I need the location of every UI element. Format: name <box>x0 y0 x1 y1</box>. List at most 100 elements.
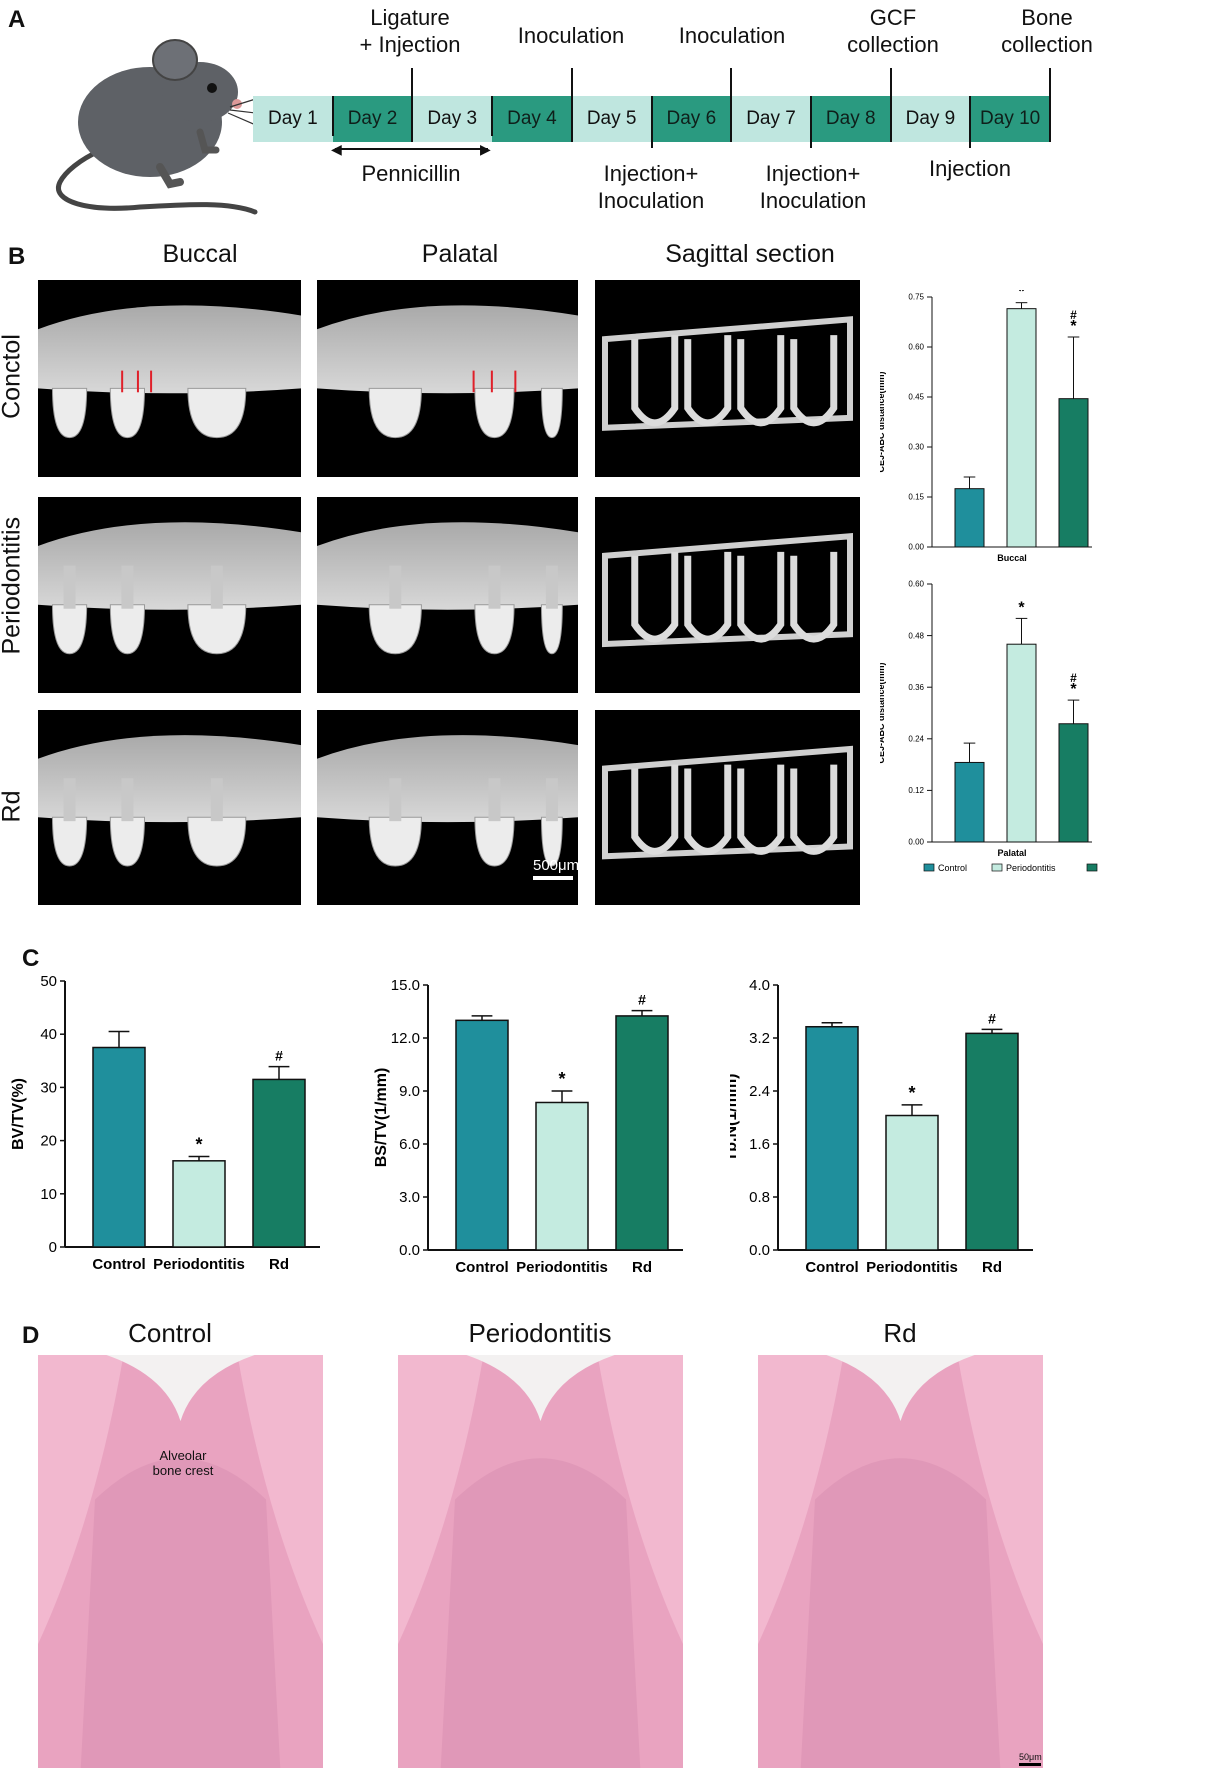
panel-label-b: B <box>8 243 26 270</box>
y-tick-label: 2.4 <box>749 1083 770 1100</box>
timeline-day-6: Day 6 <box>651 96 732 142</box>
significance-mark: * <box>1018 290 1025 301</box>
panel-label-a: A <box>8 6 26 33</box>
histology-image-rd <box>758 1355 1043 1768</box>
x-tick-label: Control <box>92 1256 145 1273</box>
x-tick-label: Control <box>805 1259 858 1276</box>
significance-mark: # <box>1070 671 1077 685</box>
panel-label-c: C <box>22 945 40 972</box>
bar-periodontitis <box>1006 308 1037 548</box>
legend-swatch <box>1086 863 1098 872</box>
x-tick-label: Rd <box>632 1259 652 1276</box>
histology-image-control <box>38 1355 323 1768</box>
penicillin-label: Pennicillin <box>361 161 461 186</box>
y-tick-label: 3.2 <box>749 1030 770 1047</box>
y-tick-label: 10 <box>40 1186 57 1203</box>
y-tick-label: 0.0 <box>399 1242 420 1259</box>
timeline-tick-below <box>650 96 653 148</box>
bar-rd <box>252 1078 306 1248</box>
significance-mark: * <box>1070 681 1077 698</box>
y-tick-label: 0 <box>49 1239 57 1256</box>
bar-rd <box>1058 723 1089 843</box>
y-axis-label: CEJ-ABC distance(mm) <box>880 662 886 763</box>
y-tick-label: 0.24 <box>908 734 924 743</box>
bar-control <box>92 1046 146 1248</box>
bar-control <box>954 761 985 843</box>
chart-bstv: 0.0 3.0 6.0 9.0 12.0 15.0 BS/TV(1/mm) Control * P… <box>373 977 683 1276</box>
y-axis-label: BV/TV(%) <box>10 1078 27 1150</box>
legend-entry: Periodontitis <box>1006 863 1056 873</box>
significance-mark: * <box>1018 599 1025 616</box>
histology-header-periodontitis: Periodontitis <box>468 1318 612 1348</box>
y-tick-label: 1.6 <box>749 1136 770 1153</box>
timeline-day-3: Day 3 <box>412 96 493 142</box>
y-tick-label: 9.0 <box>399 1083 420 1100</box>
x-tick-label: Periodontitis <box>866 1259 958 1276</box>
bar-periodontitis <box>535 1101 589 1251</box>
timeline-tick-above <box>889 68 892 142</box>
y-tick-label: 0.00 <box>908 543 924 552</box>
chart-cej-buccal: 0.00 0.15 0.30 0.45 0.60 0.75 CEJ-ABC distance… <box>880 290 1092 563</box>
significance-mark: * <box>908 1083 915 1103</box>
y-tick-label: 40 <box>40 1026 57 1043</box>
legend-entry: Control <box>938 863 967 873</box>
y-tick-label: 12.0 <box>391 1030 420 1047</box>
timeline-event-above-4: GCF collection <box>847 5 939 57</box>
bar-control <box>805 1025 859 1251</box>
y-tick-label: 0.36 <box>908 683 924 692</box>
y-tick-label: 6.0 <box>399 1136 420 1153</box>
legend-swatch <box>923 863 935 872</box>
col-header-sagittal: Sagittal section <box>665 240 835 268</box>
timeline-tick-above <box>1049 68 1051 142</box>
y-tick-label: 20 <box>40 1133 57 1150</box>
timeline-tick-above <box>570 68 573 142</box>
microct-periodontitis-buccal <box>38 497 301 693</box>
timeline-day-1: Day 1 <box>253 96 333 142</box>
x-tick-label: Periodontitis <box>153 1256 245 1273</box>
y-tick-label: 0.45 <box>908 393 924 402</box>
y-tick-label: 0.00 <box>908 838 924 847</box>
col-header-palatal: Palatal <box>421 240 499 268</box>
y-axis-label: CEJ-ABC distance(mm) <box>880 371 886 472</box>
arrow-right-icon: ▶ <box>480 141 491 157</box>
y-tick-label: 0.15 <box>908 493 924 502</box>
microct-periodontitis-sagittal <box>595 497 860 693</box>
y-tick-label: 15.0 <box>391 977 420 994</box>
scale-bar <box>533 876 573 880</box>
timeline-tick-above <box>411 68 414 142</box>
timeline-day-8: Day 8 <box>810 96 891 142</box>
bar-periodontitis <box>1006 643 1037 843</box>
timeline-event-above-2: Inoculation <box>517 23 625 48</box>
bar-rd <box>615 1015 669 1251</box>
significance-mark: * <box>1070 318 1077 335</box>
chart-bvtv: 0 10 20 30 40 50 BV/TV(%) Control * Periodontitis… <box>10 973 320 1273</box>
timeline-tick-below <box>809 96 812 148</box>
x-tick-label: Rd <box>269 1256 289 1273</box>
timeline-day-2: Day 2 <box>332 96 413 142</box>
row-header-control: Conctol <box>0 334 26 419</box>
arrow-left-icon: ◀ <box>331 141 342 157</box>
y-tick-label: 0.8 <box>749 1189 770 1206</box>
significance-mark: # <box>638 992 646 1008</box>
microct-control-buccal <box>38 280 301 477</box>
y-axis-label: Tb.N(1/mm) <box>730 1074 740 1162</box>
histology-header-control: Control <box>128 1318 212 1348</box>
x-axis-label: Buccal <box>997 553 1027 563</box>
timeline-day-9: Day 9 <box>890 96 971 142</box>
bar-rd <box>1058 398 1089 548</box>
y-tick-label: 0.12 <box>908 786 924 795</box>
microct-rd-buccal <box>38 710 301 905</box>
alveolar-bone-crest-annotation: Alveolar bone crest <box>152 1448 214 1478</box>
x-tick-label: Periodontitis <box>516 1259 608 1276</box>
mouse-illustration <box>56 39 260 215</box>
x-tick-label: Control <box>455 1259 508 1276</box>
timeline-tick-below <box>331 96 334 136</box>
col-header-buccal: Buccal <box>162 240 238 268</box>
y-tick-label: 0.30 <box>908 443 924 452</box>
timeline-event-above-1: Ligature + Injection <box>359 5 461 57</box>
y-tick-label: 0.60 <box>908 580 924 589</box>
y-tick-label: 0.75 <box>908 293 924 302</box>
x-axis-label: Palatal <box>997 848 1026 858</box>
timeline-tick-above <box>730 68 733 142</box>
y-tick-label: 0.48 <box>908 631 924 640</box>
